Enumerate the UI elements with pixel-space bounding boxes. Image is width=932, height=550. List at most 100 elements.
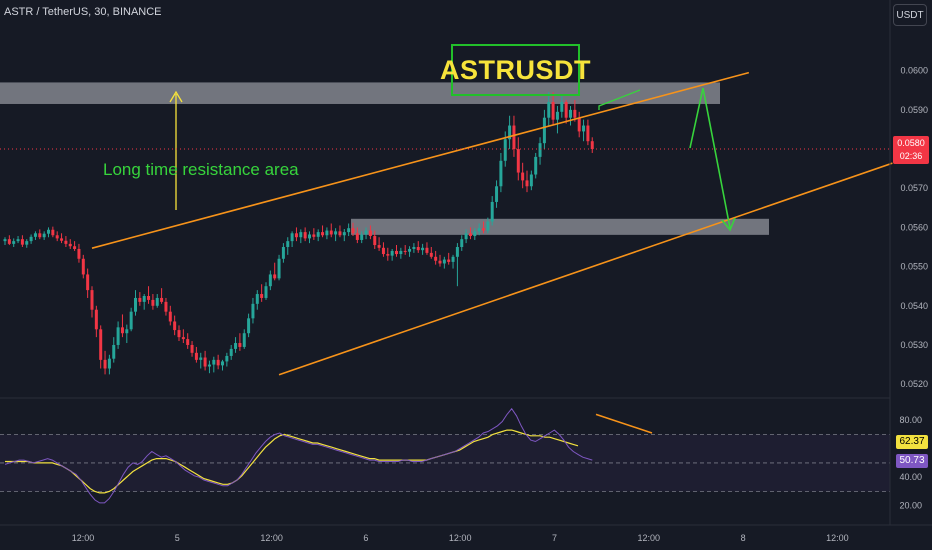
candle-body xyxy=(147,295,151,300)
price-tick-label: 0.0550 xyxy=(900,262,928,272)
candle-body xyxy=(547,102,551,118)
projection-path xyxy=(689,87,731,229)
candle-body xyxy=(277,258,281,279)
candle-body xyxy=(303,232,307,239)
last-price-tag: 0.0580 02:36 xyxy=(893,136,929,164)
candle-body xyxy=(355,233,359,240)
candle-body xyxy=(42,233,46,238)
projection-arrows xyxy=(169,87,736,232)
time-tick-label: 12:00 xyxy=(826,533,849,543)
candle-body xyxy=(151,299,155,306)
candle-body xyxy=(81,258,85,275)
candle-body xyxy=(199,357,203,360)
candle-body xyxy=(229,348,233,356)
time-tick-label: 6 xyxy=(363,533,368,543)
candle-body xyxy=(142,295,146,302)
candle-body xyxy=(416,247,420,251)
candle-body xyxy=(551,102,555,120)
candle-body xyxy=(421,247,425,251)
candle-body xyxy=(342,232,346,236)
channel-upper-line xyxy=(91,71,750,249)
candle-body xyxy=(516,149,520,173)
candle-body xyxy=(116,327,120,345)
candle-body xyxy=(477,228,481,232)
rsi-panel: 80.00 40.00 20.00 xyxy=(0,407,922,511)
candle-body xyxy=(251,303,255,319)
candle-body xyxy=(586,125,590,142)
time-tick-label: 8 xyxy=(741,533,746,543)
candle-body xyxy=(590,141,594,150)
candle-body xyxy=(47,229,50,234)
candle-body xyxy=(495,186,499,202)
price-tick-label: 0.0520 xyxy=(900,379,928,389)
candle-body xyxy=(242,333,246,347)
candle-body xyxy=(238,343,242,347)
candle-body xyxy=(347,228,351,233)
channel-lower-line xyxy=(278,162,893,376)
candle-body xyxy=(360,234,364,240)
candle-body xyxy=(499,160,503,187)
candle-body xyxy=(468,233,472,237)
candle-body xyxy=(538,143,542,157)
candle-body xyxy=(473,231,477,237)
candle-body xyxy=(455,247,459,257)
candle-body xyxy=(555,111,559,120)
candle-body xyxy=(225,355,229,362)
candle-body xyxy=(573,109,577,118)
candle-body xyxy=(3,239,7,242)
candle-body xyxy=(503,139,507,161)
candle-body xyxy=(312,234,316,237)
candle-body xyxy=(33,233,37,237)
candle-body xyxy=(368,230,372,237)
rsi-value-tag: 50.73 xyxy=(896,454,928,468)
candle-body xyxy=(29,236,33,242)
last-price-value: 0.0580 xyxy=(897,138,925,148)
candle-body xyxy=(68,243,72,247)
candle-body xyxy=(77,248,81,259)
candle-body xyxy=(164,301,168,312)
candle-body xyxy=(138,297,142,302)
candle-body xyxy=(186,339,190,345)
candle-body xyxy=(20,239,24,245)
candle-body xyxy=(190,344,194,353)
candle-body xyxy=(408,248,412,252)
candle-body xyxy=(203,357,207,367)
price-tick-label: 0.0600 xyxy=(900,66,928,76)
channel-lines xyxy=(91,71,893,376)
candle-body xyxy=(521,172,525,181)
price-tick-label: 0.0530 xyxy=(900,340,928,350)
candle-body xyxy=(160,297,164,302)
resistance-arrow-head xyxy=(169,90,183,103)
candle-body xyxy=(525,180,529,187)
candle-body xyxy=(395,250,398,255)
rsi-tick-label: 80.00 xyxy=(899,415,922,425)
candle-countdown: 02:36 xyxy=(899,151,923,161)
candle-body xyxy=(460,239,464,248)
candle-body xyxy=(177,330,181,338)
candle-body xyxy=(268,274,272,287)
candle-body xyxy=(155,297,159,306)
candle-body xyxy=(386,254,390,256)
candle-body xyxy=(542,117,546,144)
rsi-tick-label: 40.00 xyxy=(899,472,922,482)
candle-body xyxy=(38,233,42,238)
currency-button[interactable]: USDT xyxy=(893,4,927,26)
price-tick-label: 0.0570 xyxy=(900,183,928,193)
candle-body xyxy=(529,174,533,187)
candle-body xyxy=(90,290,94,310)
candle-body xyxy=(351,228,355,234)
candle-body xyxy=(64,240,68,244)
candle-body xyxy=(264,286,268,298)
candle-body xyxy=(316,232,320,237)
candle-body xyxy=(234,343,238,349)
candle-body xyxy=(294,233,298,238)
candle-body xyxy=(338,231,342,236)
candle-body xyxy=(255,294,259,304)
candle-body xyxy=(7,239,11,244)
candle-body xyxy=(451,256,455,262)
candle-body xyxy=(447,259,451,262)
candle-body xyxy=(107,358,111,369)
candle-body xyxy=(86,274,90,291)
symbol-title-label: ASTRUSDT xyxy=(440,44,591,96)
